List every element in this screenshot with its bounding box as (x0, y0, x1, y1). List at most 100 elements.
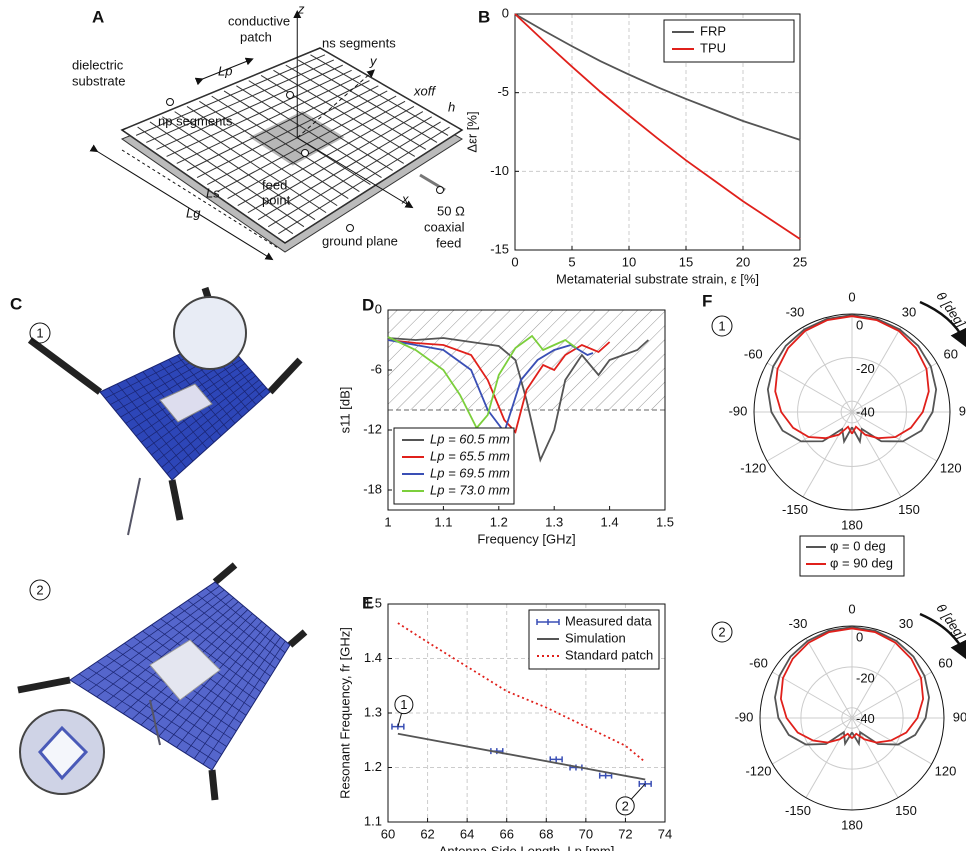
y-tick-label: 1.3 (364, 704, 382, 719)
angle-tick-label: 90 (959, 403, 966, 418)
x-tick-label: 1.2 (490, 514, 508, 529)
angle-tick-label: 180 (841, 817, 863, 832)
angle-tick-label: 90 (953, 709, 966, 724)
x-tick-label: 10 (622, 254, 636, 269)
legend-label: φ = 90 deg (830, 555, 893, 570)
x-axis-label: Antenna Side Length, Lp [mm] (439, 843, 615, 851)
callout-dot (302, 150, 309, 157)
y-tick-label: -12 (363, 421, 382, 436)
angle-tick-label: -90 (735, 709, 754, 724)
angle-tick-label: 120 (940, 460, 962, 475)
diagram-label: Lp (218, 63, 232, 78)
x-tick-label: 15 (679, 254, 693, 269)
photo-panel (18, 288, 305, 800)
x-tick-label: 0 (511, 254, 518, 269)
diagram-label: ground plane (322, 233, 398, 248)
legend-label: Simulation (565, 630, 626, 645)
callout-label: 2 (622, 798, 629, 813)
callout-label: 1 (400, 697, 407, 712)
x-tick-label: 74 (658, 826, 672, 841)
x-tick-label: 1.1 (434, 514, 452, 529)
marker: 2 (36, 582, 43, 597)
angle-tick-label: 60 (938, 655, 952, 670)
radial-tick-label: -20 (856, 670, 875, 685)
legend-box (664, 20, 794, 62)
diagram-label: feed (436, 235, 461, 250)
magnifier (174, 297, 246, 369)
panel-letter: A (92, 7, 104, 26)
diagram-label: feed (262, 177, 287, 192)
lead (128, 478, 140, 535)
x-tick-label: 62 (420, 826, 434, 841)
angle-axis-label: θ [deg] (933, 289, 966, 330)
angle-tick-label: -60 (749, 655, 768, 670)
x-tick-label: 20 (736, 254, 750, 269)
legend-label: Lp = 73.0 mm (430, 482, 510, 497)
angle-tick-label: 180 (841, 517, 863, 532)
radial-tick-label: -20 (856, 361, 875, 376)
x-tick-label: 64 (460, 826, 474, 841)
angle-tick-label: -120 (740, 460, 766, 475)
angle-tick-label: -30 (789, 616, 808, 631)
x-axis-label: Metamaterial substrate strain, ε [%] (556, 271, 759, 286)
x-tick-label: 68 (539, 826, 553, 841)
diagram-label: Ls (206, 185, 220, 200)
angle-tick-label: 120 (935, 763, 957, 778)
panel-letter: F (702, 291, 712, 310)
radial-tick-label: -40 (856, 711, 875, 726)
angle-grid-line (806, 718, 852, 798)
y-tick-label: 1.2 (364, 759, 382, 774)
diagram-label: point (262, 192, 291, 207)
angle-grid-line (852, 718, 898, 798)
x-tick-label: 1 (384, 514, 391, 529)
marker: 2 (718, 624, 725, 639)
y-tick-label: 0 (502, 5, 509, 20)
diagram-label: np segments (158, 113, 233, 128)
diagram-label: x (401, 191, 409, 206)
y-tick-label: -10 (490, 163, 509, 178)
angle-tick-label: 60 (943, 346, 957, 361)
y-axis-label: Resonant Frequency, fr [GHz] (337, 627, 352, 799)
angle-tick-label: 150 (895, 803, 917, 818)
angle-tick-label: -90 (729, 403, 748, 418)
marker: 1 (36, 325, 43, 340)
leg (30, 340, 100, 392)
panel-letter: B (478, 7, 490, 26)
panel-letter: D (362, 295, 374, 314)
leg (18, 680, 70, 690)
diagram-label: h (448, 99, 455, 114)
x-tick-label: 1.4 (601, 514, 619, 529)
diagram-label: Lg (186, 205, 201, 220)
x-axis-label: Frequency [GHz] (477, 531, 575, 546)
diagram-label: conductive (228, 13, 290, 28)
angle-tick-label: -150 (782, 502, 808, 517)
leg (212, 770, 215, 800)
legend-label: φ = 0 deg (830, 538, 886, 553)
legend-label: FRP (700, 23, 726, 38)
angle-grid-line (803, 327, 852, 412)
callout-dot (347, 225, 354, 232)
legend-label: Lp = 69.5 mm (430, 465, 510, 480)
angle-tick-label: -120 (745, 763, 771, 778)
y-axis-label: Δεr [%] (464, 111, 479, 152)
diagram-label: coaxial (424, 219, 465, 234)
leg (290, 632, 305, 645)
y-tick-label: 0 (375, 301, 382, 316)
x-tick-label: 66 (499, 826, 513, 841)
x-tick-label: 1.3 (545, 514, 563, 529)
radial-tick-label: -40 (856, 405, 875, 420)
angle-tick-label: 30 (902, 305, 916, 320)
angle-axis-label: θ [deg] (933, 601, 966, 642)
leg (270, 360, 300, 392)
x-tick-label: 25 (793, 254, 807, 269)
callout-dot (167, 99, 174, 106)
y-tick-label: 1.1 (364, 813, 382, 828)
diagram-label: ns segments (322, 35, 396, 50)
x-tick-label: 72 (618, 826, 632, 841)
y-tick-label: 1.4 (364, 650, 382, 665)
diagram-label: dielectric (72, 57, 124, 72)
diagram-label: 50 Ω (437, 203, 465, 218)
callout-dot (287, 92, 294, 99)
figure: A conductive patch z ns segments y diele… (0, 0, 966, 851)
radial-tick-label: 0 (856, 629, 863, 644)
